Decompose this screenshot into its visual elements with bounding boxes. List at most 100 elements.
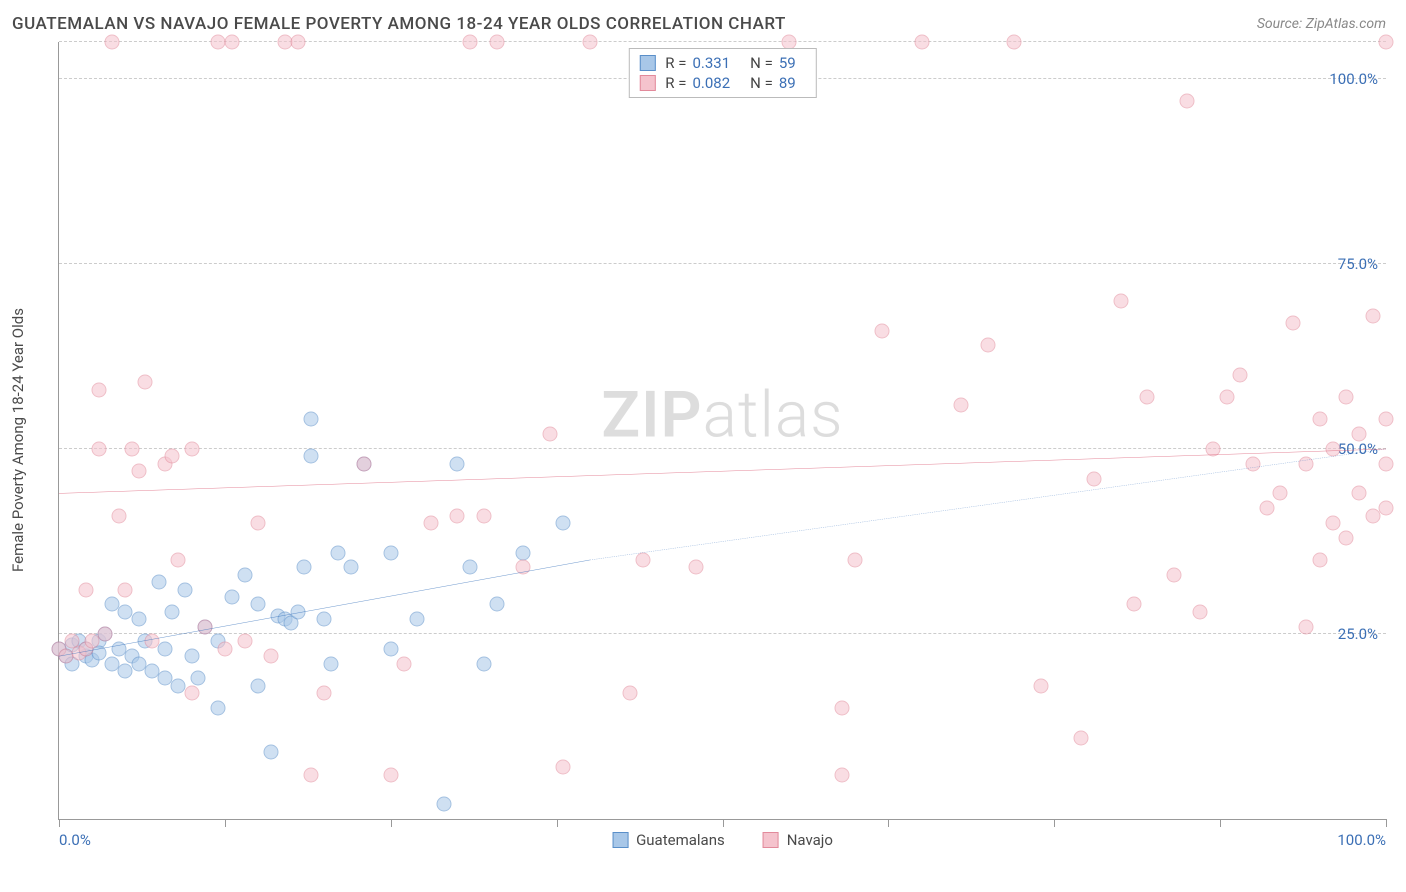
- data-point: [383, 641, 398, 656]
- data-point: [105, 597, 120, 612]
- data-point: [1179, 94, 1194, 109]
- data-point: [980, 338, 995, 353]
- data-point: [151, 575, 166, 590]
- watermark-bold: ZIP: [601, 377, 702, 452]
- data-point: [1233, 368, 1248, 383]
- data-point: [516, 560, 531, 575]
- data-point: [542, 427, 557, 442]
- data-point: [489, 597, 504, 612]
- legend-label-2: Navajo: [787, 831, 833, 849]
- data-point: [91, 442, 106, 457]
- data-point: [410, 612, 425, 627]
- data-point: [144, 664, 159, 679]
- data-point: [1325, 516, 1340, 531]
- data-point: [224, 590, 239, 605]
- y-axis-label: Female Poverty Among 18-24 Year Olds: [9, 308, 27, 572]
- data-point: [85, 652, 100, 667]
- data-point: [1286, 316, 1301, 331]
- data-point: [237, 634, 252, 649]
- gridline: [59, 448, 1386, 449]
- source-attribution: Source: ZipAtlas.com: [1257, 16, 1386, 32]
- data-point: [304, 412, 319, 427]
- plot-area: ZIPatlas R = 0.331 N = 59 R = 0.082 N = …: [58, 42, 1386, 820]
- data-point: [357, 456, 372, 471]
- data-point: [1193, 604, 1208, 619]
- data-point: [1299, 619, 1314, 634]
- data-point: [450, 508, 465, 523]
- data-point: [423, 516, 438, 531]
- r-value-2: 0.082: [692, 74, 730, 92]
- x-tick: [723, 819, 724, 827]
- data-point: [251, 678, 266, 693]
- data-point: [1033, 678, 1048, 693]
- data-point: [1219, 390, 1234, 405]
- data-point: [98, 627, 113, 642]
- data-point: [1379, 456, 1394, 471]
- data-point: [1166, 567, 1181, 582]
- n-label-1: N =: [750, 54, 773, 72]
- data-point: [158, 671, 173, 686]
- y-tick-label: 50.0%: [1338, 440, 1378, 458]
- x-tick: [1220, 819, 1221, 827]
- data-point: [1312, 412, 1327, 427]
- x-tick: [59, 819, 60, 827]
- data-point: [78, 649, 93, 664]
- watermark: ZIPatlas: [601, 377, 843, 452]
- data-point: [65, 656, 80, 671]
- data-point: [105, 656, 120, 671]
- data-point: [324, 656, 339, 671]
- data-point: [191, 671, 206, 686]
- data-point: [138, 375, 153, 390]
- data-point: [1246, 456, 1261, 471]
- data-point: [954, 397, 969, 412]
- data-point: [277, 612, 292, 627]
- data-point: [65, 634, 80, 649]
- data-point: [52, 641, 67, 656]
- data-point: [91, 382, 106, 397]
- data-point: [304, 449, 319, 464]
- data-point: [1126, 597, 1141, 612]
- n-label-2: N =: [750, 74, 773, 92]
- data-point: [71, 634, 86, 649]
- data-point: [270, 608, 285, 623]
- data-point: [1379, 412, 1394, 427]
- data-point: [111, 508, 126, 523]
- gridline: [59, 633, 1386, 634]
- data-point: [124, 649, 139, 664]
- gridline: [59, 41, 1386, 42]
- legend-item-1: Guatemalans: [612, 831, 725, 849]
- data-point: [58, 649, 73, 664]
- data-point: [138, 634, 153, 649]
- x-tick: [225, 819, 226, 827]
- data-point: [284, 615, 299, 630]
- legend-swatch-1: [612, 832, 628, 848]
- y-tick-label: 25.0%: [1338, 625, 1378, 643]
- data-point: [317, 686, 332, 701]
- data-point: [264, 649, 279, 664]
- x-tick: [888, 819, 889, 827]
- data-point: [124, 442, 139, 457]
- data-point: [164, 604, 179, 619]
- data-point: [1073, 730, 1088, 745]
- r-label-1: R =: [665, 54, 686, 72]
- data-point: [476, 508, 491, 523]
- data-point: [98, 627, 113, 642]
- data-point: [211, 634, 226, 649]
- data-point: [357, 456, 372, 471]
- r-label-2: R =: [665, 74, 686, 92]
- x-tick-label: 0.0%: [59, 831, 91, 849]
- data-point: [1339, 530, 1354, 545]
- data-point: [1365, 308, 1380, 323]
- data-point: [834, 701, 849, 716]
- data-point: [290, 604, 305, 619]
- data-point: [251, 597, 266, 612]
- data-point: [317, 612, 332, 627]
- trend-lines: [59, 42, 1386, 819]
- data-point: [1365, 508, 1380, 523]
- series-legend: Guatemalans Navajo: [612, 831, 833, 849]
- data-point: [450, 456, 465, 471]
- data-point: [71, 645, 86, 660]
- data-point: [164, 449, 179, 464]
- data-point: [1339, 390, 1354, 405]
- x-tick: [1386, 819, 1387, 827]
